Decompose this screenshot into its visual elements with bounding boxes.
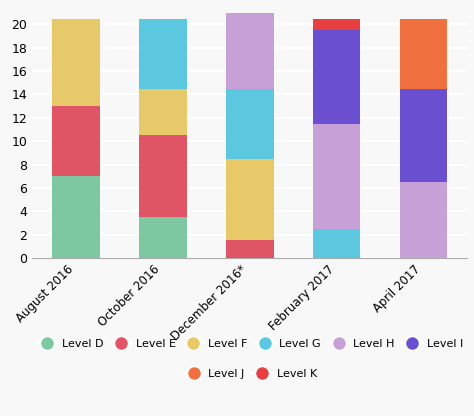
Bar bbox=[226, 240, 273, 258]
Bar bbox=[313, 229, 360, 258]
Bar bbox=[52, 106, 100, 176]
Bar bbox=[226, 13, 273, 89]
Legend: Level J, Level K: Level J, Level K bbox=[182, 369, 317, 379]
Bar bbox=[139, 135, 187, 217]
Bar bbox=[139, 89, 187, 135]
Bar bbox=[313, 124, 360, 229]
Bar bbox=[139, 217, 187, 258]
Bar bbox=[400, 19, 447, 89]
Bar bbox=[313, 19, 360, 30]
Bar bbox=[313, 30, 360, 124]
Bar bbox=[400, 89, 447, 182]
Bar bbox=[226, 158, 273, 240]
Bar bbox=[52, 176, 100, 258]
Bar bbox=[139, 19, 187, 89]
Bar bbox=[52, 19, 100, 106]
Bar bbox=[400, 182, 447, 258]
Bar bbox=[226, 89, 273, 158]
